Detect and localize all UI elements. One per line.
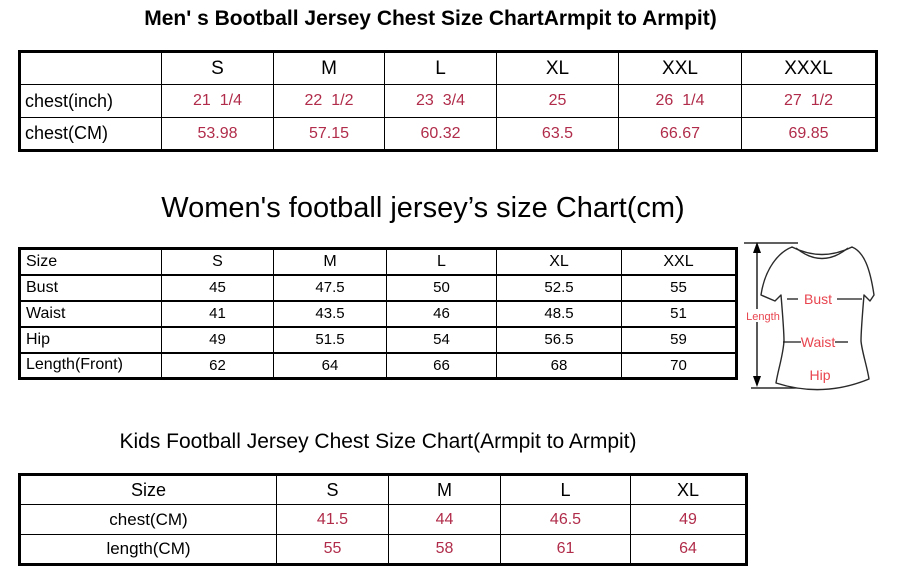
kids-size-table: Size S M L XL chest(CM) 41.5 44 46.5 49 length(CM)… bbox=[18, 473, 748, 566]
row-label: chest(inch) bbox=[19, 84, 162, 118]
arrowhead-down-icon bbox=[753, 376, 761, 387]
row-label: chest(CM) bbox=[19, 504, 277, 535]
column-header: XL bbox=[630, 474, 747, 505]
men-chart-title: Men' s Bootball Jersey Chest Size ChartA… bbox=[144, 7, 717, 30]
size-value-cell: 50 bbox=[386, 273, 497, 302]
tshirt-measurement-diagram: Length Bust Waist Hip bbox=[744, 242, 875, 391]
column-header: XXXL bbox=[741, 51, 877, 85]
size-value-cell: 63.5 bbox=[496, 117, 619, 151]
size-value-cell: 59 bbox=[621, 325, 737, 354]
size-value-cell: 52.5 bbox=[496, 273, 622, 302]
size-value-cell: 57.15 bbox=[273, 117, 385, 151]
men-size-table: S M L XL XXL XXXL chest(inch) 21 1/4 22 1/2 23 3/… bbox=[18, 50, 878, 152]
size-value-cell: 69.85 bbox=[741, 117, 877, 151]
bust-label: Bust bbox=[804, 291, 832, 307]
size-value-cell: 60.32 bbox=[384, 117, 497, 151]
column-header: M bbox=[273, 51, 385, 85]
table-row: Waist 41 43.5 46 48.5 51 bbox=[19, 299, 737, 328]
header-row: Size S M L XL XXL bbox=[19, 248, 737, 276]
size-value-cell: 54 bbox=[386, 325, 497, 354]
column-header: XXL bbox=[621, 248, 737, 276]
size-value-cell: 58 bbox=[388, 534, 501, 565]
column-header: M bbox=[273, 248, 387, 276]
size-value-cell: 61 bbox=[500, 534, 631, 565]
table-row: Hip 49 51.5 54 56.5 59 bbox=[19, 325, 737, 354]
size-value-cell: 47.5 bbox=[273, 273, 387, 302]
column-header: M bbox=[388, 474, 501, 505]
row-label: Hip bbox=[19, 325, 162, 354]
size-value-cell: 55 bbox=[621, 273, 737, 302]
column-header: S bbox=[276, 474, 389, 505]
tshirt-outline-icon bbox=[760, 246, 875, 391]
size-value-cell: 66.67 bbox=[618, 117, 742, 151]
row-label: Waist bbox=[19, 299, 162, 328]
size-value-cell: 43.5 bbox=[273, 299, 387, 328]
header-row: Size S M L XL bbox=[19, 474, 747, 505]
row-label: chest(CM) bbox=[19, 117, 162, 151]
column-header: Size bbox=[19, 248, 162, 276]
size-value-cell: 56.5 bbox=[496, 325, 622, 354]
size-value-cell: 46.5 bbox=[500, 504, 631, 535]
size-value-cell: 49 bbox=[630, 504, 747, 535]
size-value-cell: 44 bbox=[388, 504, 501, 535]
table-row: chest(CM) 53.98 57.15 60.32 63.5 66.67 69.85 bbox=[19, 117, 877, 151]
column-header bbox=[19, 51, 162, 85]
column-header: L bbox=[384, 51, 497, 85]
table-row: Bust 45 47.5 50 52.5 55 bbox=[19, 273, 737, 302]
table-row: chest(inch) 21 1/4 22 1/2 23 3/4 25 26 1/4 27 … bbox=[19, 84, 877, 118]
size-value-cell: 23 3/4 bbox=[384, 84, 497, 118]
size-value-cell: 68 bbox=[496, 351, 622, 380]
size-value-cell: 22 1/2 bbox=[273, 84, 385, 118]
hip-label: Hip bbox=[809, 367, 830, 383]
size-value-cell: 62 bbox=[161, 351, 274, 380]
size-value-cell: 27 1/2 bbox=[741, 84, 877, 118]
header-row: S M L XL XXL XXXL bbox=[19, 51, 877, 85]
column-header: L bbox=[386, 248, 497, 276]
size-value-cell: 51 bbox=[621, 299, 737, 328]
size-value-cell: 53.98 bbox=[161, 117, 274, 151]
column-header: S bbox=[161, 51, 274, 85]
column-header: S bbox=[161, 248, 274, 276]
table-row: chest(CM) 41.5 44 46.5 49 bbox=[19, 504, 747, 535]
size-value-cell: 45 bbox=[161, 273, 274, 302]
women-chart-title: Women's football jersey’s size Chart(cm) bbox=[161, 192, 685, 224]
size-value-cell: 25 bbox=[496, 84, 619, 118]
length-label: Length bbox=[746, 311, 780, 323]
size-value-cell: 49 bbox=[161, 325, 274, 354]
column-header: XL bbox=[496, 51, 619, 85]
size-value-cell: 26 1/4 bbox=[618, 84, 742, 118]
row-label: Bust bbox=[19, 273, 162, 302]
length-label-bg bbox=[745, 309, 781, 322]
column-header: XL bbox=[496, 248, 622, 276]
waist-label: Waist bbox=[801, 334, 836, 350]
size-value-cell: 21 1/4 bbox=[161, 84, 274, 118]
size-value-cell: 41 bbox=[161, 299, 274, 328]
size-value-cell: 46 bbox=[386, 299, 497, 328]
column-header: Size bbox=[19, 474, 277, 505]
size-value-cell: 55 bbox=[276, 534, 389, 565]
size-value-cell: 64 bbox=[273, 351, 387, 380]
kids-chart-title: Kids Football Jersey Chest Size Chart(Ar… bbox=[119, 430, 637, 453]
column-header: XXL bbox=[618, 51, 742, 85]
size-value-cell: 51.5 bbox=[273, 325, 387, 354]
women-size-table: Size S M L XL XXL Bust 45 47.5 50 52.5 55 Waist 41 43.… bbox=[18, 247, 738, 380]
table-row: Length(Front) 62 64 66 68 70 bbox=[19, 351, 737, 380]
size-value-cell: 64 bbox=[630, 534, 747, 565]
size-value-cell: 48.5 bbox=[496, 299, 622, 328]
size-value-cell: 66 bbox=[386, 351, 497, 380]
size-value-cell: 70 bbox=[621, 351, 737, 380]
row-label: length(CM) bbox=[19, 534, 277, 565]
column-header: L bbox=[500, 474, 631, 505]
arrowhead-up-icon bbox=[753, 242, 761, 253]
size-value-cell: 41.5 bbox=[276, 504, 389, 535]
row-label: Length(Front) bbox=[19, 351, 162, 380]
table-row: length(CM) 55 58 61 64 bbox=[19, 534, 747, 565]
